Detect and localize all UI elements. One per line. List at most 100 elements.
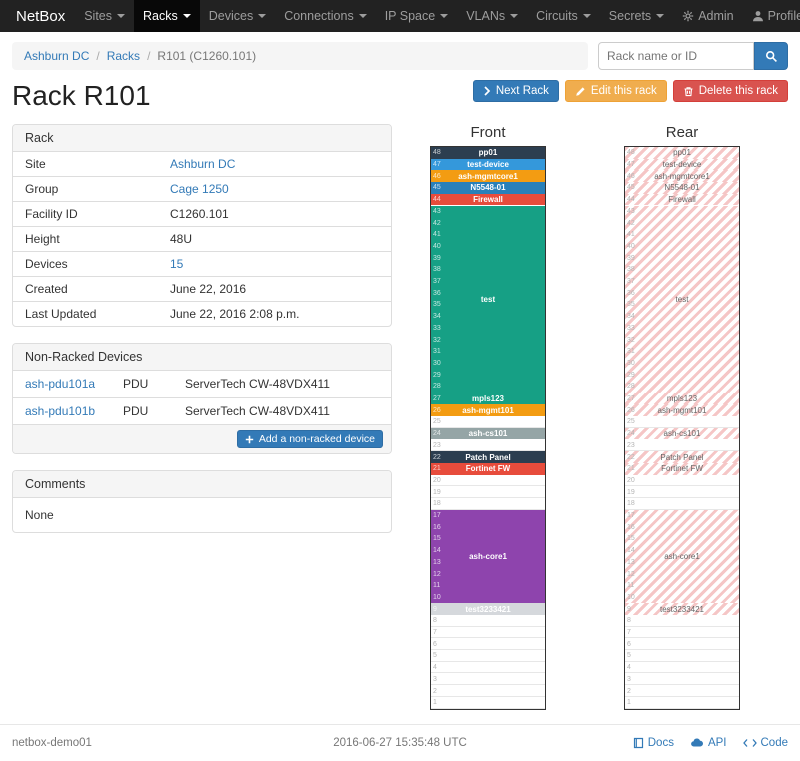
rack-unit — [431, 486, 545, 498]
rack-attr-row: Created June 22, 2016 — [13, 276, 391, 302]
rack-unit-number: 34 — [627, 313, 635, 321]
rack-unit-number: 10 — [433, 593, 441, 601]
gear-icon — [682, 10, 694, 22]
rack-search-input[interactable] — [598, 42, 754, 70]
rack-device-rear[interactable]: test-device — [625, 158, 739, 171]
rack-device-rear[interactable]: ash-core1 — [625, 509, 739, 604]
rack-unit-number: 20 — [433, 476, 441, 484]
next-rack-button[interactable]: Next Rack — [472, 80, 559, 102]
rack-unit-number: 37 — [433, 278, 441, 286]
footer-link-api[interactable]: API — [690, 737, 727, 749]
rack-device-rear[interactable]: pp01 — [625, 147, 739, 159]
rack-unit-number: 40 — [627, 242, 635, 250]
rack-search-button[interactable] — [754, 42, 788, 70]
attr-value-link[interactable]: Ashburn DC — [170, 157, 236, 171]
rack-unit-number: 12 — [433, 570, 441, 578]
next-rack-label: Next Rack — [495, 85, 549, 97]
rack-unit-number: 32 — [433, 336, 441, 344]
rack-unit — [625, 440, 739, 452]
rack-unit-number: 5 — [433, 652, 437, 660]
attr-value-link[interactable]: 15 — [170, 257, 184, 271]
caret-down-icon — [358, 14, 367, 18]
rack-unit-number: 20 — [627, 476, 635, 484]
attr-value-link[interactable]: Cage 1250 — [170, 182, 229, 196]
device-link[interactable]: ash-pdu101b — [25, 404, 96, 418]
add-nonracked-device-button[interactable]: Add a non-racked device — [236, 430, 383, 448]
rack-device-front[interactable]: Fortinet FW — [431, 462, 545, 475]
breadcrumb-item[interactable]: Ashburn DC — [24, 49, 90, 63]
rack-attr-row: Devices 15 — [13, 251, 391, 277]
rack-unit-number: 13 — [433, 558, 441, 566]
rack-device-rear[interactable]: ash-mgmtcore1 — [625, 170, 739, 183]
rack-device-rear[interactable]: test3233421 — [625, 603, 739, 615]
delete-rack-button[interactable]: Delete this rack — [672, 80, 788, 102]
footer-link-docs[interactable]: Docs — [633, 737, 674, 749]
rack-device-rear[interactable]: Patch Panel — [625, 451, 739, 463]
rack-device-rear[interactable]: ash-mgmt101 — [625, 404, 739, 417]
attr-value: June 22, 2016 — [158, 276, 391, 302]
rack-device-rear[interactable]: test — [625, 205, 739, 393]
footer-link-label: Code — [760, 736, 789, 749]
nav-item-ip-space[interactable]: IP Space — [376, 0, 458, 32]
nav-item-secrets[interactable]: Secrets — [600, 0, 673, 32]
rack-device-front[interactable]: Firewall — [431, 193, 545, 206]
rack-panel: Rack Site Ashburn DC Group Cage 1250 Facilit… — [12, 124, 392, 327]
nav-item-devices[interactable]: Devices — [200, 0, 275, 32]
rack-device-rear[interactable]: Firewall — [625, 193, 739, 206]
rack-unit-number: 7 — [627, 629, 631, 637]
nav-item-connections[interactable]: Connections — [275, 0, 376, 32]
rack-device-front[interactable]: N5548-01 — [431, 182, 545, 194]
app-brand[interactable]: NetBox — [16, 7, 66, 25]
rack-device-rear[interactable]: N5548-01 — [625, 182, 739, 194]
caret-down-icon — [117, 14, 125, 18]
rack-device-rear[interactable]: mpls123 — [625, 392, 739, 405]
nav-item-racks[interactable]: Racks — [134, 0, 200, 32]
edit-rack-button[interactable]: Edit this rack — [564, 80, 667, 102]
nav-item-sites[interactable]: Sites — [75, 0, 134, 32]
rack-unit-number: 14 — [627, 547, 635, 555]
rack-unit-number: 19 — [433, 488, 441, 496]
rack-unit — [431, 674, 545, 686]
cloud-icon — [690, 737, 704, 748]
rack-device-front[interactable]: mpls123 — [431, 392, 545, 405]
rack-unit-number: 41 — [627, 231, 635, 239]
rack-unit-number: 30 — [433, 359, 441, 367]
rack-device-front[interactable]: Patch Panel — [431, 451, 545, 463]
search-icon — [765, 50, 778, 63]
rack-device-front[interactable]: test3233421 — [431, 603, 545, 615]
rack-device-front[interactable]: ash-mgmtcore1 — [431, 170, 545, 183]
rack-unit-number: 48 — [433, 149, 441, 157]
rack-device-front[interactable]: test — [431, 205, 545, 393]
device-type-cell: PDU — [123, 377, 149, 391]
elevations-column: Front pp01 test-device ash-mgmtcore1 N5548-… — [392, 124, 788, 710]
rack-unit-number: 4 — [627, 664, 631, 672]
rack-attr-row: Last Updated June 22, 2016 2:08 p.m. — [13, 301, 391, 326]
rack-device-front[interactable]: ash-mgmt101 — [431, 404, 545, 417]
rack-device-front[interactable]: test-device — [431, 158, 545, 171]
rack-unit-number: 18 — [627, 500, 635, 508]
rack-device-front[interactable]: ash-cs101 — [431, 427, 545, 440]
rack-device-front[interactable]: ash-core1 — [431, 509, 545, 604]
footer-link-code[interactable]: Code — [742, 736, 789, 749]
front-elevation-title: Front — [470, 124, 506, 141]
rack-unit — [431, 615, 545, 627]
rack-unit-number: 3 — [627, 675, 631, 683]
nav-item-vlans[interactable]: VLANs — [457, 0, 527, 32]
rack-device-rear[interactable]: Fortinet FW — [625, 462, 739, 475]
rack-unit-number: 28 — [433, 383, 441, 391]
rack-unit-number: 10 — [627, 593, 635, 601]
rack-unit-number: 1 — [627, 699, 631, 707]
rack-unit-number: 15 — [627, 535, 635, 543]
rack-unit-number: 24 — [433, 430, 441, 438]
rack-device-rear[interactable]: ash-cs101 — [625, 427, 739, 440]
device-link[interactable]: ash-pdu101a — [25, 377, 96, 391]
nav-item-circuits[interactable]: Circuits — [527, 0, 600, 32]
breadcrumb-item[interactable]: Racks — [106, 49, 141, 63]
rack-unit-number: 18 — [433, 500, 441, 508]
page-title: Rack R101 — [12, 80, 151, 111]
rack-device-front[interactable]: pp01 — [431, 147, 545, 159]
rack-unit-number: 41 — [433, 231, 441, 239]
attr-label: Height — [13, 226, 158, 252]
nav-item-profile[interactable]: Profile — [743, 0, 800, 32]
nav-item-admin[interactable]: Admin — [673, 0, 742, 32]
